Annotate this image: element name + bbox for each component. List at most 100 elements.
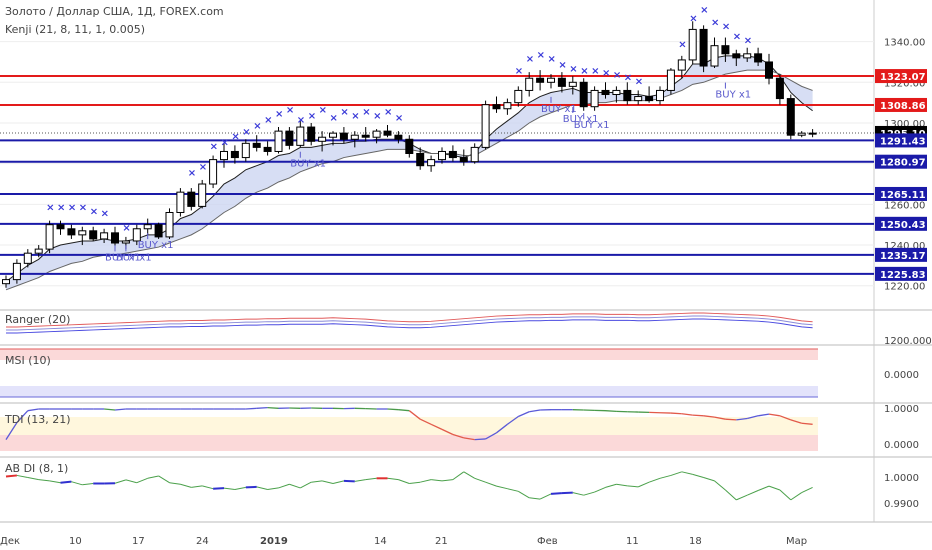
level-tag-label: 1308.86 [880, 101, 926, 112]
candle-body [743, 53, 752, 59]
signal-markers: × × × × × ××××× ×× ×××× ×× ×××× × × × ×××× × ×× × × × × × × ××… [46, 5, 752, 263]
candle-body [372, 130, 381, 138]
candle-body [688, 28, 697, 61]
abdi-line-segment [463, 471, 475, 479]
tdi-line-segment [714, 416, 726, 420]
candle-body [634, 96, 643, 102]
time-tick-label: 24 [196, 536, 209, 547]
candle-body [699, 28, 708, 67]
abdi-line-segment [594, 486, 606, 493]
tdi-line-segment [768, 413, 781, 417]
candle-body [198, 183, 207, 207]
sell-signal-x: × [515, 66, 523, 77]
tdi-line-segment [703, 415, 715, 418]
candle-body [732, 53, 741, 59]
level-tag [875, 69, 927, 84]
candle-body [786, 98, 795, 136]
abdi-line-segment [332, 480, 345, 484]
candle-body [656, 89, 664, 102]
candle-body [710, 45, 719, 67]
abdi-line-segment [169, 482, 181, 485]
abdi-line-segment [638, 481, 650, 488]
abdi-line-segment [136, 477, 148, 484]
level-tag [875, 186, 927, 201]
abdi-line-segment [125, 479, 137, 484]
sell-signal-x: × [548, 54, 556, 65]
sell-signal-x: × [221, 137, 229, 148]
sell-signal-x: × [199, 162, 207, 173]
tdi-line-segment [681, 413, 693, 416]
sell-signal-x: × [90, 207, 98, 218]
sell-signal-x: × [46, 202, 54, 213]
tdi-line-segment [670, 412, 682, 415]
sell-signal-x: × [286, 105, 294, 116]
tdi-line-segment [736, 417, 748, 421]
tdi-tick-label: 1.0000 [884, 404, 919, 415]
abdi-tick-label: 1.0000 [884, 473, 919, 484]
abdi-line-segment [692, 473, 704, 479]
abdi-line-segment [234, 486, 246, 490]
buy-annotation: BUY x1 [563, 114, 599, 125]
tdi-line-segment [496, 423, 508, 434]
candle-body [318, 136, 327, 142]
candle-body [296, 126, 305, 146]
tdi-line-segment [16, 410, 29, 424]
candle-body [263, 146, 272, 152]
candle-body [438, 150, 446, 161]
tdi-line-segment [757, 413, 770, 417]
price-levels[interactable] [0, 75, 874, 275]
level-tag-label: 1265.11 [880, 190, 926, 201]
tdi-line-segment [725, 418, 737, 421]
price-tick-label: 1260.00 [884, 200, 925, 211]
tdi-line-segment [779, 415, 792, 421]
tdi-line-segment [790, 419, 802, 424]
candle-body [666, 69, 675, 91]
abdi-line-segment [114, 479, 127, 484]
candle-body [23, 252, 32, 264]
time-tick-label: 21 [435, 536, 448, 547]
candle-body [339, 132, 348, 140]
tdi-line-segment [419, 418, 432, 425]
abdi-line-segment [387, 477, 399, 481]
sell-signal-x: × [613, 70, 621, 81]
abdi-line-segment [267, 487, 279, 490]
abdi-line-segment [354, 479, 366, 482]
abdi-line-segment [420, 479, 432, 483]
level-tag-label: 1250.43 [880, 220, 926, 231]
time-tick-label: 18 [689, 536, 702, 547]
level-tag-label: 1291.43 [880, 136, 926, 147]
abdi-line-segment [191, 485, 203, 488]
sell-signal-x: × [253, 121, 261, 132]
tdi-line-segment [452, 433, 464, 439]
sell-signal-x: × [624, 72, 632, 83]
candle-body [645, 96, 654, 102]
candle-body [427, 159, 436, 167]
sell-signal-x: × [722, 21, 730, 32]
price-tick-label: 1320.00 [884, 78, 925, 89]
sell-signal-x: × [689, 13, 697, 24]
abdi-line-segment [768, 485, 781, 491]
candle-body [775, 77, 784, 100]
candle-body [2, 279, 10, 285]
candle-body [536, 77, 545, 83]
abdi-line-segment [5, 474, 17, 478]
sell-signal-x: × [188, 168, 196, 179]
abdi-line-segment [725, 489, 737, 501]
candle-body [143, 224, 152, 230]
abdi-line-segment [681, 471, 693, 475]
sell-signal-x: × [591, 66, 599, 77]
abdi-line-segment [409, 481, 421, 484]
abdi-line-segment [550, 492, 562, 495]
ranger-tick-label: 1200.0000 [884, 336, 932, 347]
tdi-line-segment [5, 422, 18, 440]
candle-body [459, 157, 468, 163]
ranger-lower-line [6, 318, 813, 334]
level-tag [875, 216, 927, 231]
sell-signal-x: × [264, 115, 272, 126]
abdi-line-segment [670, 471, 682, 476]
sell-signal-x: × [537, 50, 545, 61]
candle-body [45, 224, 54, 250]
tdi-line-segment [692, 414, 704, 417]
abdi-line-segment [790, 492, 802, 501]
